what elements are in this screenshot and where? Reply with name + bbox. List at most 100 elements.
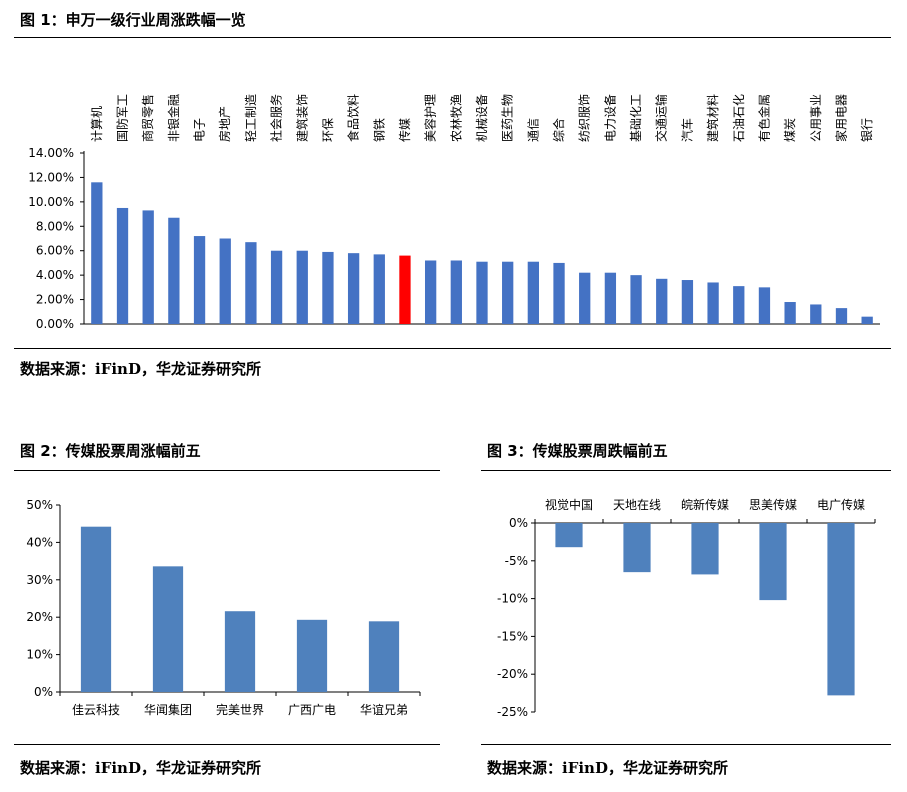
figure1-source: 数据来源：iFinD，华龙证券研究所 — [20, 360, 261, 378]
chart1-category-label: 公用事业 — [809, 94, 823, 142]
chart1-category-label: 传媒 — [397, 118, 412, 142]
chart2-category-label: 华闻集团 — [144, 702, 192, 717]
chart1-bar — [861, 316, 873, 324]
chart2-y-tick-label: 50% — [26, 498, 53, 512]
chart1-y-tick-label: 4.00% — [36, 268, 74, 282]
chart1-y-tick-label: 0.00% — [36, 317, 74, 331]
chart1-category-label: 石油石化 — [732, 94, 746, 142]
chart2-y-tick-label: 20% — [26, 610, 53, 624]
figure3-source: 数据来源：iFinD，华龙证券研究所 — [487, 759, 728, 777]
chart1-bar — [758, 287, 771, 324]
chart1-y-tick-label: 8.00% — [36, 219, 74, 233]
chart1-bar — [476, 261, 488, 324]
chart1-category-label: 银行 — [860, 118, 874, 142]
figure1-bottom-rule — [14, 348, 891, 349]
chart1-category-label: 社会服务 — [269, 94, 284, 142]
figure1-top-rule — [14, 37, 891, 38]
chart3-y-tick-label: -25% — [497, 705, 528, 719]
chart1-category-label: 综合 — [551, 118, 566, 142]
chart1-bar — [91, 182, 103, 324]
chart3-bar — [827, 523, 855, 696]
chart1-bar — [219, 238, 231, 324]
chart2-y-tick-label: 0% — [34, 685, 53, 699]
chart3-category-label: 皖新传媒 — [681, 497, 729, 512]
chart1-bar — [322, 251, 334, 324]
chart1-bar — [373, 254, 385, 324]
chart1-bar — [502, 261, 514, 324]
chart1-bar — [810, 304, 822, 324]
figure3-top-rule — [481, 470, 891, 471]
chart1-category-label: 电子 — [193, 118, 207, 142]
chart3-y-tick-label: 0% — [509, 516, 528, 530]
chart1-category-label: 环保 — [321, 118, 335, 142]
chart1-bar — [527, 261, 540, 324]
chart1-bar — [193, 236, 206, 324]
chart3-category-label: 天地在线 — [613, 498, 661, 512]
chart2-category-label: 完美世界 — [216, 702, 264, 717]
chart1-category-label: 电力设备 — [603, 94, 617, 142]
chart2-bar — [152, 566, 184, 692]
chart1-bar — [656, 278, 668, 324]
chart3-bar — [759, 523, 787, 601]
chart3-category-label: 思美传媒 — [749, 497, 797, 512]
figure2-bottom-rule — [14, 744, 440, 745]
chart1-bar — [270, 250, 283, 324]
chart1-category-label: 轻工制造 — [244, 94, 258, 142]
chart1-category-label: 基础化工 — [629, 94, 643, 142]
chart3-y-tick-label: -20% — [497, 667, 528, 681]
chart1-category-label: 钢铁 — [372, 118, 386, 142]
chart1-category-label: 煤炭 — [783, 118, 797, 142]
chart1-bar — [450, 260, 462, 324]
chart1-category-label: 家用电器 — [833, 94, 848, 142]
chart1-bar — [707, 282, 719, 324]
chart1-bar — [553, 262, 565, 324]
chart1-bar — [579, 272, 591, 324]
chart1-category-label: 医药生物 — [501, 94, 515, 142]
chart1-bar — [142, 210, 154, 324]
figure1-title: 图 1：申万一级行业周涨跌幅一览 — [20, 11, 246, 29]
chart1-bar — [604, 272, 617, 324]
chart3-y-tick-label: -15% — [497, 629, 528, 643]
chart1-y-tick-label: 12.00% — [28, 170, 74, 184]
chart1-bar — [168, 217, 180, 324]
chart1-category-label: 建筑材料 — [705, 94, 720, 142]
chart2-bar — [80, 526, 112, 692]
chart1-category-label: 机械设备 — [474, 94, 489, 142]
chart1-y-tick-label: 2.00% — [36, 293, 74, 307]
chart1-bar — [681, 280, 694, 324]
chart1-y-tick-label: 14.00% — [28, 146, 74, 160]
chart2-category-label: 广西广电 — [288, 703, 336, 717]
figure2-source: 数据来源：iFinD，华龙证券研究所 — [20, 759, 261, 777]
chart1-bar — [424, 260, 437, 324]
chart2-bar — [368, 621, 400, 692]
chart1-category-label: 通信 — [526, 118, 540, 142]
chart3-bar — [691, 523, 719, 575]
chart1-category-label: 农林牧渔 — [449, 94, 463, 142]
chart1-category-label: 建筑装饰 — [294, 94, 309, 142]
figure3-title: 图 3：传媒股票周跌幅前五 — [487, 442, 668, 460]
chart1-bar — [784, 302, 796, 324]
chart2-y-tick-label: 10% — [26, 648, 53, 662]
chart2-bar — [296, 619, 328, 692]
chart1-category-label: 国防军工 — [115, 94, 130, 142]
chart1-category-label: 食品饮料 — [346, 94, 361, 142]
chart1-bar — [733, 286, 745, 324]
chart1-category-label: 计算机 — [89, 106, 104, 142]
chart3-y-tick-label: -10% — [497, 592, 528, 606]
figure3-bottom-rule — [481, 744, 891, 745]
chart1-bar — [399, 255, 411, 324]
chart1-category-label: 有色金属 — [756, 94, 771, 142]
chart1-bar — [116, 207, 129, 324]
chart1-bar — [630, 275, 642, 324]
chart3-category-label: 视觉中国 — [545, 497, 593, 512]
figure2-top-rule — [14, 470, 440, 471]
chart2-y-tick-label: 30% — [26, 573, 53, 587]
chart1-y-tick-label: 10.00% — [28, 195, 74, 209]
chart1-category-label: 美容护理 — [423, 94, 438, 142]
figure2-title: 图 2：传媒股票周涨幅前五 — [20, 442, 201, 460]
chart1-category-label: 纺织服饰 — [578, 94, 592, 142]
chart2-category-label: 华谊兄弟 — [360, 702, 408, 717]
